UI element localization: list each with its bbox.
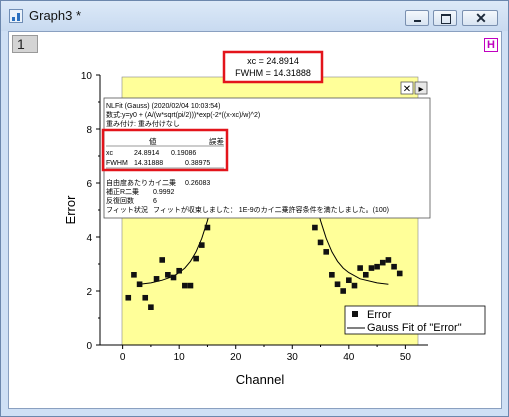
row-value-fwhm: 14.31888 (134, 160, 163, 167)
legend[interactable]: Error Gauss Fit of "Error" (344, 305, 486, 335)
data-point (385, 257, 392, 263)
x-tick-label: 50 (400, 352, 412, 363)
x-tick-label: 0 (120, 352, 126, 363)
report-background (103, 97, 431, 219)
x-tick-label: 40 (343, 352, 355, 363)
data-point (357, 265, 363, 271)
y-tick-label: 2 (86, 287, 92, 298)
data-point (346, 277, 352, 283)
close-icon: ✕ (403, 84, 411, 95)
data-point (362, 272, 369, 278)
row-error-fwhm: 0.38975 (185, 160, 210, 167)
y-tick-label: 6 (86, 179, 92, 190)
title-bar[interactable]: Graph3 * ✕ (1, 1, 508, 31)
stat-value-adjr2: 0.9992 (153, 189, 175, 196)
header-toggle-button[interactable]: H (484, 38, 498, 52)
error-column-header: 誤差 (209, 136, 224, 146)
data-point (170, 274, 177, 281)
fwhm-result: FWHM = 14.31888 (235, 68, 311, 78)
data-point (317, 239, 324, 246)
data-point (340, 288, 346, 294)
y-tick-label: 4 (86, 233, 92, 244)
window-title: Graph3 * (29, 8, 82, 23)
row-name-xc: xc (106, 150, 114, 157)
y-tick-label: 10 (81, 71, 93, 82)
data-point (312, 224, 318, 231)
close-icon: ✕ (475, 10, 487, 26)
maximize-button[interactable] (433, 10, 457, 26)
menu-arrow-icon: ▸ (418, 84, 423, 95)
graph-page[interactable]: 1 H 0 2 4 6 8 10 0 10 20 30 40 50 Error Channel xc… (8, 31, 502, 409)
data-point (323, 249, 330, 255)
data-point (165, 272, 171, 278)
x-tick-label: 30 (287, 352, 299, 363)
data-point (396, 270, 403, 277)
data-point (368, 265, 375, 271)
data-point (142, 294, 149, 301)
graph-app-icon (9, 9, 23, 23)
data-point (351, 282, 358, 289)
data-point (193, 255, 199, 262)
fit-line-segment (139, 196, 214, 285)
x-tick-label: 20 (230, 352, 242, 363)
stat-value-chisq: 0.26083 (185, 180, 210, 187)
x-ticks: 0 10 20 30 40 50 (120, 345, 412, 363)
report-weighting: 重み付け: 重み付けなし (106, 119, 180, 128)
fit-report-table[interactable]: ✕ ▸ NLFit (Gauss) (2020/02/04 10:03:54) … (101, 81, 431, 219)
x-axis-label: Channel (236, 372, 285, 387)
stat-label-chisq: 自由度あたりカイ二乗 (106, 178, 176, 187)
legend-box (344, 305, 486, 335)
report-close-button[interactable] (400, 81, 414, 95)
stat-label-adjr2: 補正R二乗 (106, 187, 139, 196)
row-name-fwhm: FWHM (106, 160, 128, 167)
report-menu-button[interactable] (414, 81, 428, 95)
value-column-header: 値 (149, 136, 157, 146)
data-point (182, 282, 188, 289)
legend-entry-fit: Gauss Fit of "Error" (367, 322, 462, 334)
y-tick-label: 8 (86, 125, 92, 136)
plot-area: 0 2 4 6 8 10 0 10 20 30 40 50 Error Channel xc = 2… (63, 50, 486, 387)
data-point (374, 263, 380, 270)
data-point (159, 257, 166, 263)
data-point (187, 282, 194, 289)
row-error-xc: 0.19086 (171, 150, 196, 157)
report-equation: 数式:y=y0 + (A/(w*sqrt(pi/2)))*exp(-2*((x-… (106, 110, 260, 119)
xc-result: xc = 24.8914 (247, 56, 299, 66)
data-point (136, 281, 143, 288)
params-highlight-box (101, 128, 229, 172)
data-point (176, 267, 182, 274)
minimize-button[interactable] (405, 10, 429, 26)
legend-marker-symbol (352, 311, 358, 317)
y-axis-label: Error (63, 195, 78, 225)
stat-value-status: フィットが収束しました： 1E-9のカイ二乗許容条件を満たしました。(100) (153, 205, 389, 214)
y-ticks: 0 2 4 6 8 10 (81, 71, 100, 352)
data-point (391, 263, 397, 270)
legend-entry-error: Error (367, 309, 392, 321)
row-value-xc: 24.8914 (134, 150, 159, 157)
stat-label-status: フィット状況 (106, 205, 148, 214)
y-tick-label: 0 (86, 341, 92, 352)
stat-label-iterations: 反復回数 (106, 196, 134, 205)
data-point (125, 294, 132, 301)
data-point (329, 272, 335, 278)
close-button[interactable]: ✕ (462, 10, 498, 26)
report-title: NLFit (Gauss) (2020/02/04 10:03:54) (106, 103, 220, 110)
result-highlight-box[interactable] (222, 50, 324, 84)
layer-tab[interactable]: 1 (12, 35, 38, 53)
error-points (125, 224, 403, 310)
stat-value-iterations: 6 (153, 198, 157, 205)
data-point (198, 242, 205, 248)
data-point (334, 281, 341, 288)
data-point (379, 259, 386, 266)
data-point (131, 272, 137, 278)
x-tick-label: 10 (174, 352, 186, 363)
data-point (148, 304, 154, 310)
data-point (204, 224, 211, 231)
data-point (153, 276, 160, 282)
